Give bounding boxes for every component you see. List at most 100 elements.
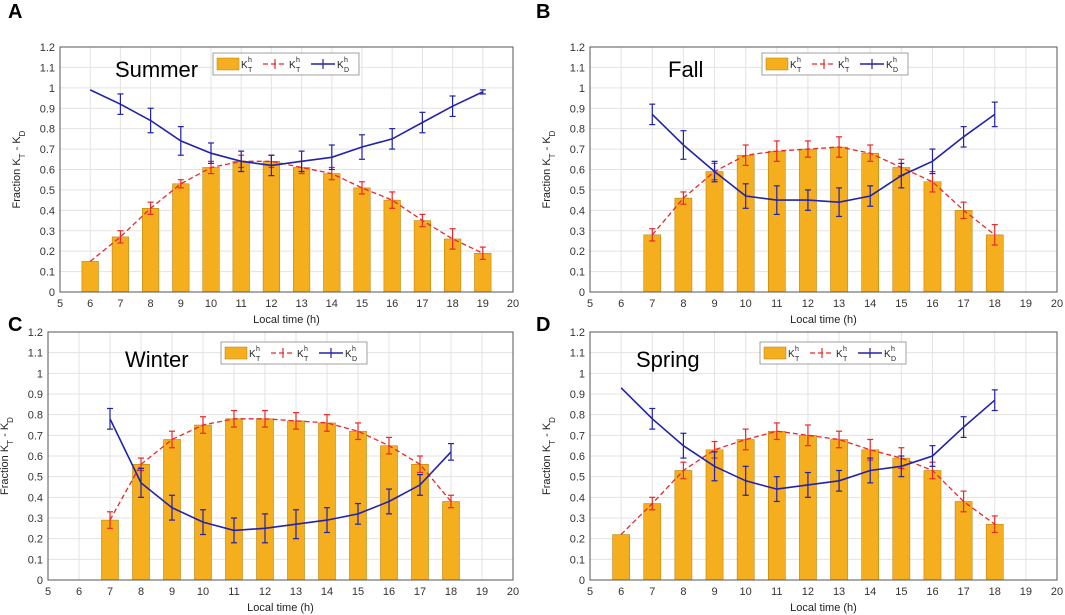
y-axis-label-part: Fraction K <box>541 444 553 495</box>
kd-series-line <box>89 89 484 167</box>
bar <box>643 234 662 293</box>
x-tick-label: 10 <box>740 298 752 310</box>
x-axis-label: Local time (h) <box>790 602 857 614</box>
x-tick-label: 20 <box>507 586 519 598</box>
x-tick-label: 5 <box>57 298 63 310</box>
y-axis-label-part: - K <box>541 136 553 154</box>
x-tick-label: 15 <box>895 586 907 598</box>
bar <box>923 470 942 581</box>
y-tick-label: 0.3 <box>40 226 55 238</box>
bar <box>736 154 755 293</box>
y-tick-label: 0.6 <box>40 165 55 177</box>
x-tick-label: 20 <box>1051 586 1063 598</box>
y-tick-label: 1.1 <box>570 348 585 360</box>
y-tick-label: 0.7 <box>28 430 43 442</box>
legend-label-sup: h <box>304 346 308 353</box>
x-tick-label: 13 <box>833 586 845 598</box>
kt-series-line <box>651 146 996 236</box>
x-axis-label: Local time (h) <box>253 314 320 326</box>
panel-letter: B <box>536 1 550 23</box>
bar <box>262 161 280 293</box>
y-axis-label-subscript: T <box>6 440 15 445</box>
y-tick-label: 1.2 <box>570 42 585 54</box>
legend-label-sup: h <box>797 57 801 64</box>
y-axis-label-subscript: D <box>18 130 27 136</box>
y-tick-label: 0.6 <box>570 165 585 177</box>
y-tick-label: 0.5 <box>570 472 585 484</box>
legend-label: K <box>345 349 352 360</box>
legend-bar-swatch <box>765 57 789 71</box>
legend-box <box>761 52 909 76</box>
y-tick-label: 0.8 <box>40 124 55 136</box>
kd-series-line <box>651 113 996 204</box>
y-axis-label: Fraction KT - KD <box>0 417 15 495</box>
legend-label-sup: h <box>843 346 847 353</box>
x-tick-label: 16 <box>383 586 395 598</box>
x-tick-label: 16 <box>926 298 938 310</box>
bar <box>142 208 160 293</box>
bar <box>194 424 212 581</box>
y-tick-label: 1.2 <box>570 327 585 339</box>
y-tick-label: 0.5 <box>40 185 55 197</box>
kd-series-line <box>109 418 452 532</box>
legend-label-sub: T <box>256 356 261 363</box>
x-tick-label: 7 <box>649 586 655 598</box>
bar <box>81 261 99 293</box>
y-tick-label: 0.1 <box>570 267 585 279</box>
x-tick-label: 11 <box>771 586 782 598</box>
x-tick-label: 13 <box>295 298 307 310</box>
bar <box>225 418 243 581</box>
chart-panel-d: 0 0.1 0.2 0.3 0.4 0.5 0.6 0.7 0.8 0.9 1 1.1 1.2 5 6 7 8 9… <box>541 327 1063 614</box>
kt-series-line <box>109 418 452 521</box>
y-tick-label: 0.3 <box>28 513 43 525</box>
x-tick-label: 5 <box>587 298 593 310</box>
x-tick-label: 8 <box>138 586 144 598</box>
bar <box>172 183 190 293</box>
x-tick-label: 20 <box>1051 298 1063 310</box>
y-tick-label: 0 <box>579 575 585 587</box>
legend-label: K <box>241 60 248 71</box>
x-tick-label: 17 <box>957 586 969 598</box>
x-tick-label: 6 <box>87 298 93 310</box>
legend-label-sub: D <box>891 356 896 363</box>
y-tick-label: 1.1 <box>40 62 55 74</box>
y-tick-label: 0.6 <box>570 451 585 463</box>
bar <box>767 430 786 581</box>
x-tick-label: 15 <box>352 586 364 598</box>
legend-label: K <box>838 60 845 71</box>
legend-label: K <box>886 60 893 71</box>
panel-letter: A <box>8 1 22 23</box>
plot-frame <box>59 46 514 293</box>
x-tick-label: 7 <box>107 586 113 598</box>
legend-label: K <box>337 60 344 71</box>
x-axis-label: Local time (h) <box>247 602 314 614</box>
legend-bar-swatch <box>763 346 787 360</box>
legend-label-sup: h <box>296 57 300 64</box>
y-tick-label: 0.2 <box>570 246 585 258</box>
x-tick-label: 12 <box>802 298 814 310</box>
bar <box>830 439 848 581</box>
x-tick-label: 19 <box>1020 586 1032 598</box>
legend-label: K <box>884 349 891 360</box>
y-tick-label: 0.9 <box>28 389 43 401</box>
y-tick-label: 0.2 <box>28 534 43 546</box>
x-tick-label: 6 <box>76 586 82 598</box>
x-tick-label: 9 <box>178 298 184 310</box>
legend-label-sup: h <box>344 57 348 64</box>
y-axis-label: Fraction KT - KD <box>11 130 27 208</box>
y-tick-label: 0.1 <box>570 554 585 566</box>
y-axis-label-part: Fraction K <box>11 158 23 209</box>
plot-frame <box>47 331 514 581</box>
x-tick-label: 18 <box>446 298 458 310</box>
y-tick-label: 0.9 <box>570 389 585 401</box>
legend-label-sub: D <box>352 356 357 363</box>
y-axis-label-subscript: T <box>18 153 27 158</box>
bar <box>767 150 786 293</box>
legend-label-sub: T <box>296 67 301 74</box>
bar <box>318 422 336 581</box>
y-axis-label-part: - K <box>11 136 23 154</box>
x-tick-label: 7 <box>117 298 123 310</box>
